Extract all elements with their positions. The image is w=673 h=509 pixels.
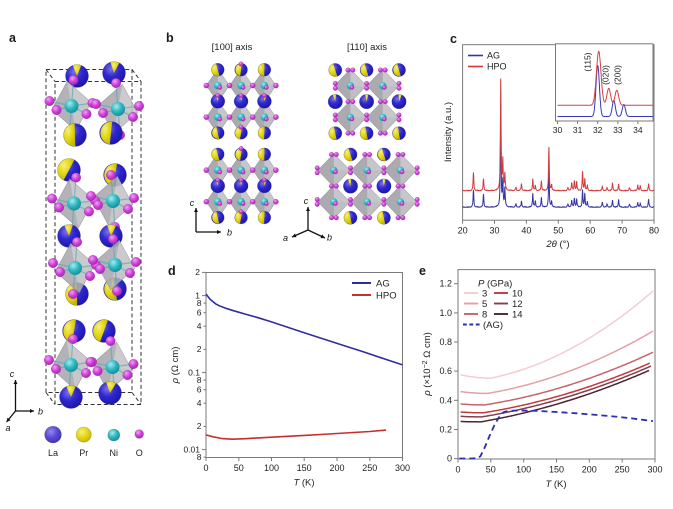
svg-text:[110] axis: [110] axis [347, 42, 387, 53]
svg-text:(AG): (AG) [483, 320, 503, 331]
svg-text:b: b [166, 31, 174, 45]
svg-text:e: e [419, 264, 426, 278]
svg-text:0: 0 [203, 463, 208, 473]
svg-text:30: 30 [489, 226, 499, 236]
svg-text:20: 20 [458, 226, 468, 236]
svg-text:c: c [304, 196, 309, 206]
svg-text:50: 50 [553, 226, 563, 236]
svg-text:2: 2 [195, 267, 200, 277]
svg-text:b: b [327, 233, 332, 243]
svg-text:14: 14 [512, 309, 523, 320]
svg-text:4: 4 [197, 321, 202, 331]
svg-text:0: 0 [447, 454, 452, 464]
svg-text:AG: AG [376, 279, 390, 290]
svg-text:0.2: 0.2 [439, 425, 452, 435]
svg-text:12: 12 [512, 299, 523, 310]
svg-text:3: 3 [482, 288, 487, 299]
svg-text:(200): (200) [613, 65, 623, 85]
svg-text:150: 150 [549, 465, 564, 475]
svg-text:AG: AG [487, 51, 500, 61]
svg-text:ρ (×10−2 Ω cm): ρ (×10−2 Ω cm) [422, 332, 434, 397]
svg-text:8: 8 [197, 452, 202, 462]
svg-text:4: 4 [197, 398, 202, 408]
svg-text:c: c [190, 198, 195, 208]
svg-text:10: 10 [512, 288, 523, 299]
svg-text:2: 2 [197, 421, 202, 431]
svg-text:0.4: 0.4 [439, 395, 452, 405]
svg-text:Pr: Pr [79, 448, 88, 458]
svg-text:60: 60 [585, 226, 595, 236]
svg-text:[100] axis: [100] axis [212, 42, 253, 53]
svg-text:0.8: 0.8 [439, 337, 452, 347]
svg-text:250: 250 [615, 465, 630, 475]
svg-text:150: 150 [297, 463, 312, 473]
svg-text:(115): (115) [583, 52, 593, 71]
svg-text:70: 70 [617, 226, 627, 236]
svg-text:6: 6 [197, 385, 202, 395]
svg-text:1.0: 1.0 [439, 308, 452, 318]
svg-text:Intensity (a.u.): Intensity (a.u.) [443, 102, 454, 162]
svg-text:200: 200 [582, 465, 597, 475]
svg-text:P (GPa): P (GPa) [478, 278, 512, 289]
svg-text:30: 30 [553, 125, 563, 135]
svg-text:2: 2 [197, 344, 202, 354]
svg-text:b: b [227, 228, 232, 238]
svg-text:100: 100 [264, 463, 279, 473]
svg-text:HPO: HPO [487, 62, 507, 72]
svg-text:6: 6 [197, 308, 202, 318]
svg-text:d: d [168, 264, 176, 278]
svg-text:HPO: HPO [376, 291, 397, 302]
svg-text:c: c [450, 32, 457, 46]
svg-text:8: 8 [482, 309, 487, 320]
svg-text:50: 50 [486, 465, 496, 475]
svg-text:Ni: Ni [110, 448, 119, 458]
svg-text:80: 80 [649, 226, 659, 236]
svg-text:300: 300 [395, 463, 410, 473]
svg-text:0.01: 0.01 [183, 444, 200, 454]
svg-text:200: 200 [329, 463, 344, 473]
svg-text:1: 1 [195, 290, 200, 300]
svg-text:a: a [283, 233, 288, 243]
svg-text:2θ (°): 2θ (°) [545, 239, 569, 250]
svg-text:0.1: 0.1 [188, 367, 200, 377]
svg-text:40: 40 [521, 226, 531, 236]
svg-text:31: 31 [573, 125, 583, 135]
svg-text:300: 300 [647, 465, 662, 475]
svg-text:8: 8 [197, 375, 202, 385]
svg-text:O: O [136, 448, 143, 458]
svg-text:a: a [5, 423, 10, 433]
svg-text:32: 32 [593, 125, 603, 135]
svg-text:100: 100 [516, 465, 531, 475]
svg-text:1.2: 1.2 [439, 279, 452, 289]
svg-text:5: 5 [482, 299, 487, 310]
svg-text:ρ (Ω cm): ρ (Ω cm) [170, 347, 181, 385]
svg-text:c: c [10, 369, 15, 379]
svg-text:(020): (020) [601, 65, 611, 85]
svg-text:La: La [48, 448, 58, 458]
svg-text:0.6: 0.6 [439, 366, 452, 376]
svg-text:T (K): T (K) [293, 478, 314, 489]
svg-text:50: 50 [234, 463, 244, 473]
svg-text:34: 34 [633, 125, 643, 135]
svg-text:a: a [9, 31, 17, 45]
svg-text:33: 33 [613, 125, 623, 135]
svg-text:b: b [38, 407, 43, 417]
svg-text:T (K): T (K) [545, 479, 566, 490]
svg-text:0: 0 [455, 465, 460, 475]
svg-text:250: 250 [362, 463, 377, 473]
svg-text:8: 8 [197, 298, 202, 308]
